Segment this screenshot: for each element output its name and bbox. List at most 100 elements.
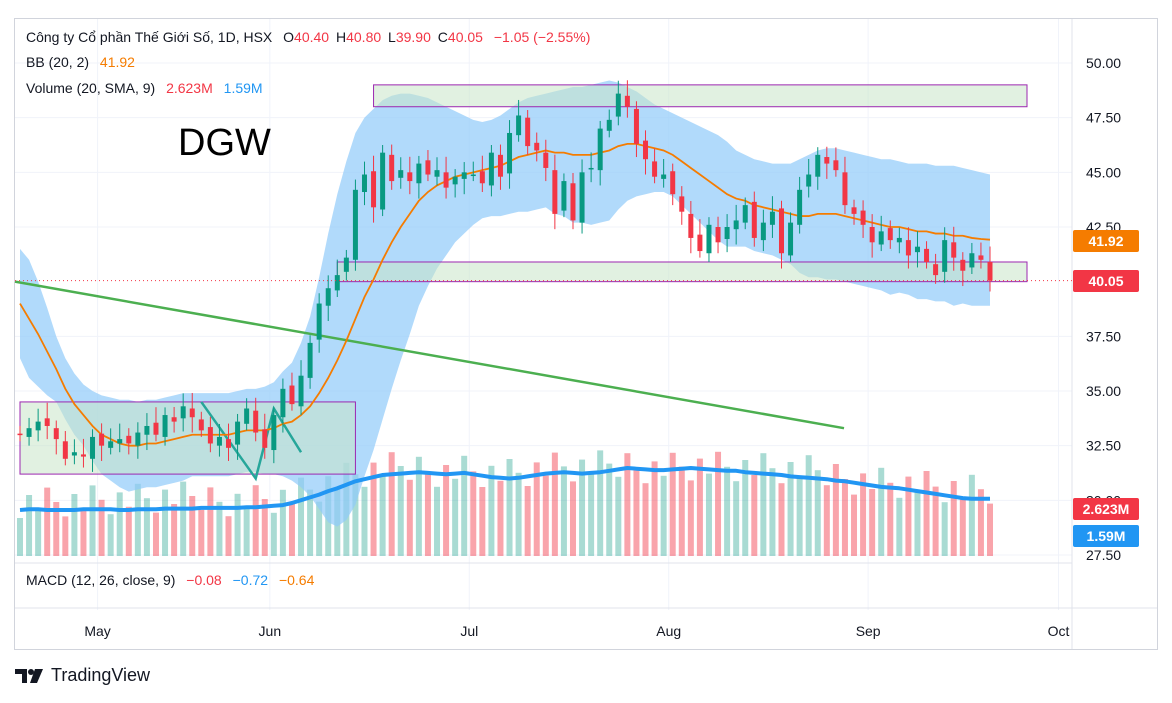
candle xyxy=(534,132,540,162)
volume-bar xyxy=(388,452,395,556)
macd-line-value: −0.72 xyxy=(232,572,269,588)
candle xyxy=(325,275,331,322)
close-price-badge: 40.05 xyxy=(1073,270,1139,292)
volume-bar xyxy=(787,462,794,556)
volume-bar xyxy=(270,512,277,556)
volume-bar xyxy=(615,476,622,556)
candle-body xyxy=(226,439,232,448)
candle-body xyxy=(144,425,150,435)
candle xyxy=(271,407,277,464)
x-month-label: May xyxy=(84,623,110,639)
candle xyxy=(624,80,630,118)
candle-body xyxy=(769,211,775,225)
candle-body xyxy=(724,227,730,240)
volume-bar xyxy=(288,502,295,556)
candle-body xyxy=(516,115,522,136)
volume-bar xyxy=(424,471,431,556)
candle-body xyxy=(262,429,268,448)
candle xyxy=(253,397,259,442)
low-value: 39.90 xyxy=(395,29,431,45)
candle-body xyxy=(960,259,966,271)
candle-body xyxy=(389,154,395,182)
candle xyxy=(724,214,730,253)
candle-body xyxy=(933,264,939,276)
volume-badge: 2.623M xyxy=(1073,498,1139,520)
legend-volume-row: Volume (20, SMA, 9) 2.623M 1.59M xyxy=(26,80,266,96)
candle xyxy=(969,242,975,275)
candle xyxy=(216,424,222,457)
candle xyxy=(289,372,295,411)
volume-bar xyxy=(116,492,123,556)
candle-body xyxy=(90,436,96,459)
volume-bar xyxy=(742,460,749,556)
y-tick-label: 50.00 xyxy=(1086,55,1121,71)
y-tick-label: 47.50 xyxy=(1086,110,1121,126)
candle xyxy=(53,420,59,455)
candle xyxy=(778,200,784,269)
bb-value: 41.92 xyxy=(99,54,135,70)
chart-frame xyxy=(14,18,1158,650)
volume-bar xyxy=(696,458,703,556)
candle xyxy=(769,196,775,238)
volume-bar xyxy=(551,452,558,556)
support-zone-box xyxy=(336,261,1028,283)
candle xyxy=(361,161,367,206)
candle-body xyxy=(624,95,630,107)
candle xyxy=(352,179,358,271)
volume-bar xyxy=(479,487,486,556)
candle-body xyxy=(307,342,313,378)
candle xyxy=(561,173,567,218)
volume-bar xyxy=(651,461,658,556)
candle-body xyxy=(715,227,721,243)
candle xyxy=(244,398,250,431)
legend-macd-row: MACD (12, 26, close, 9) −0.08 −0.72 −0.6… xyxy=(26,572,317,588)
open-value: 40.40 xyxy=(294,29,330,45)
x-month-label: Oct xyxy=(1048,623,1070,639)
candle xyxy=(942,227,948,283)
volume-bar xyxy=(642,483,649,556)
candle xyxy=(416,155,422,199)
candle-body xyxy=(117,439,123,444)
volume-bar xyxy=(134,483,141,556)
candle-body xyxy=(253,410,259,433)
candle-body xyxy=(679,196,685,212)
candle-body xyxy=(742,205,748,223)
candle-body xyxy=(126,435,132,444)
candle-body xyxy=(588,167,594,170)
volume-bar xyxy=(878,467,885,556)
candle xyxy=(371,155,377,223)
candle-body xyxy=(924,248,930,262)
x-month-label: Jul xyxy=(460,623,478,639)
candle-body xyxy=(914,246,920,253)
volume-bar xyxy=(705,473,712,556)
volume-bar xyxy=(977,489,984,556)
candle-body xyxy=(108,441,114,448)
candle xyxy=(44,402,50,440)
candle xyxy=(615,80,621,126)
candle xyxy=(860,200,866,238)
candle-body xyxy=(407,172,413,182)
volume-bar xyxy=(660,475,667,556)
candle-body xyxy=(552,170,558,214)
candle xyxy=(869,214,875,258)
volume-bar xyxy=(189,496,196,556)
volume-bar xyxy=(497,480,504,556)
candle xyxy=(479,155,485,193)
candle-body xyxy=(289,385,295,405)
volume-bar xyxy=(171,504,178,556)
tradingview-brand[interactable]: TradingView xyxy=(15,665,150,686)
candle-body xyxy=(951,242,957,258)
candle xyxy=(80,438,86,468)
candle xyxy=(824,146,830,179)
candle xyxy=(334,259,340,297)
candle xyxy=(896,227,902,254)
volume-bar xyxy=(415,456,422,556)
candle-body xyxy=(670,171,676,195)
volume-bar xyxy=(987,503,993,556)
candle-body xyxy=(507,132,513,174)
candle-body xyxy=(824,157,830,164)
candle xyxy=(298,360,304,416)
volume-bar xyxy=(252,485,259,556)
volume-bar xyxy=(198,509,205,556)
